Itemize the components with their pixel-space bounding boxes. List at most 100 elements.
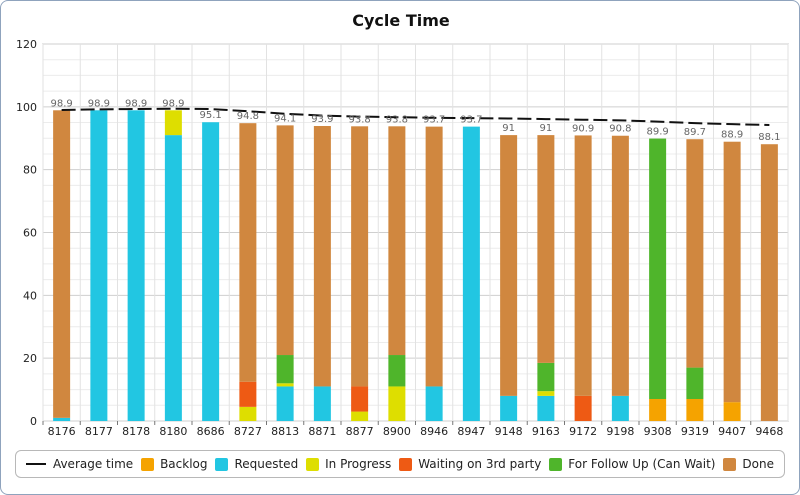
bar-total-label: 88.9 (721, 130, 743, 141)
bar-segment-waiting-on-3rd-party (574, 395, 592, 421)
bar-total-label: 91 (540, 123, 553, 134)
legend-label-average: Average time (52, 457, 134, 471)
x-tick-label: 8180 (159, 425, 187, 438)
x-tick-label: 9308 (644, 425, 672, 438)
y-tick-label: 20 (23, 352, 37, 365)
y-tick-label: 100 (16, 101, 37, 114)
bar-segment-waiting-on-3rd-party (351, 386, 369, 412)
chart-legend: Average time Backlog Requested In Progre… (15, 450, 785, 478)
legend-label-waiting: Waiting on 3rd party (418, 457, 542, 471)
legend-swatch-waiting (399, 457, 413, 471)
x-tick-label: 9163 (532, 425, 560, 438)
bar-total-label: 90.9 (572, 123, 594, 134)
y-tick-label: 40 (23, 289, 37, 302)
legend-item-requested: Requested (215, 457, 298, 471)
x-tick-label: 8176 (48, 425, 76, 438)
x-tick-label: 8813 (271, 425, 299, 438)
bar-segment-requested (313, 386, 331, 421)
bar-total-label: 93.8 (386, 114, 408, 125)
legend-label-requested: Requested (234, 457, 299, 471)
legend-item-average-time: Average time (25, 457, 134, 471)
legend-swatch-done (723, 457, 737, 471)
legend-swatch-in-progress (306, 457, 320, 471)
bar-segment-backlog (649, 399, 667, 421)
legend-line-swatch (25, 463, 46, 465)
x-tick-label: 9172 (569, 425, 597, 438)
x-tick-label: 8178 (122, 425, 150, 438)
bar-total-label: 98.9 (50, 98, 72, 109)
legend-label-done: Done (742, 457, 774, 471)
bar-total-label: 98.9 (162, 98, 184, 109)
y-tick-label: 0 (30, 415, 37, 428)
x-tick-label: 9407 (718, 425, 746, 438)
bar-segment-in-progress (276, 383, 294, 387)
bar-total-label: 90.8 (609, 124, 631, 135)
bar-segment-for-follow-up-can-wait- (388, 355, 406, 387)
bar-segment-in-progress (351, 411, 369, 421)
bar-segment-in-progress (388, 386, 406, 421)
bar-segment-for-follow-up-can-wait- (649, 138, 667, 400)
bar-segment-requested (202, 122, 220, 421)
x-tick-label: 8871 (308, 425, 336, 438)
bar-segment-done (388, 126, 406, 356)
average-time-line (61, 107, 770, 127)
legend-label-follow-up: For Follow Up (Can Wait) (568, 457, 716, 471)
bar-total-label: 93.9 (311, 114, 333, 125)
bar-segment-done (53, 110, 71, 418)
bar-total-label: 93.7 (423, 115, 445, 126)
bar-segment-requested (462, 126, 480, 422)
bar-segment-done (611, 135, 629, 396)
bar-total-label: 94.1 (274, 113, 296, 124)
bar-segment-requested (500, 395, 518, 421)
legend-swatch-requested (215, 457, 229, 471)
legend-label-backlog: Backlog (160, 457, 208, 471)
bar-segment-requested (53, 417, 71, 421)
bar-segment-done (276, 125, 294, 356)
legend-item-waiting: Waiting on 3rd party (399, 457, 541, 471)
bar-segment-backlog (723, 402, 741, 421)
bar-segment-done (760, 144, 778, 421)
legend-item-done: Done (723, 457, 774, 471)
bar-total-label: 95.1 (199, 110, 221, 121)
bar-total-label: 91 (502, 123, 515, 134)
legend-item-backlog: Backlog (141, 457, 208, 471)
bar-total-label: 98.9 (125, 98, 147, 109)
bar-total-label: 93.7 (460, 115, 482, 126)
chart-title: Cycle Time (352, 11, 450, 30)
bar-segment-done (686, 139, 704, 368)
bar-segment-for-follow-up-can-wait- (276, 355, 294, 384)
x-tick-label: 8686 (197, 425, 225, 438)
bar-segment-requested (164, 135, 182, 421)
bar-total-label: 94.8 (237, 111, 259, 122)
bar-segment-requested (425, 386, 443, 421)
bar-segment-requested (276, 386, 294, 421)
x-tick-label: 9468 (755, 425, 783, 438)
bar-segment-requested (90, 110, 108, 421)
legend-label-in-progress: In Progress (325, 457, 392, 471)
y-tick-label: 120 (16, 38, 37, 51)
bar-total-label: 88.1 (758, 132, 780, 143)
x-tick-label: 9319 (681, 425, 709, 438)
bar-segment-waiting-on-3rd-party (239, 381, 257, 407)
x-tick-label: 8900 (383, 425, 411, 438)
bar-segment-done (313, 125, 331, 387)
bar-segment-done (723, 141, 741, 403)
bar-total-label: 89.7 (684, 127, 706, 138)
legend-swatch-backlog (141, 457, 155, 471)
bar-total-label: 89.9 (646, 127, 668, 138)
bar-segment-requested (127, 110, 145, 421)
bar-segment-backlog (686, 399, 704, 421)
bar-segment-done (574, 135, 592, 396)
bar-segment-done (537, 135, 555, 363)
x-tick-label: 9198 (606, 425, 634, 438)
y-tick-label: 60 (23, 227, 37, 240)
bar-segment-for-follow-up-can-wait- (537, 362, 555, 392)
bar-segment-requested (611, 395, 629, 421)
legend-item-in-progress: In Progress (306, 457, 391, 471)
bar-segment-done (425, 126, 443, 387)
x-tick-label: 8177 (85, 425, 113, 438)
bar-segment-requested (537, 395, 555, 421)
bar-segment-for-follow-up-can-wait- (686, 367, 704, 400)
bar-segment-done (239, 123, 257, 382)
